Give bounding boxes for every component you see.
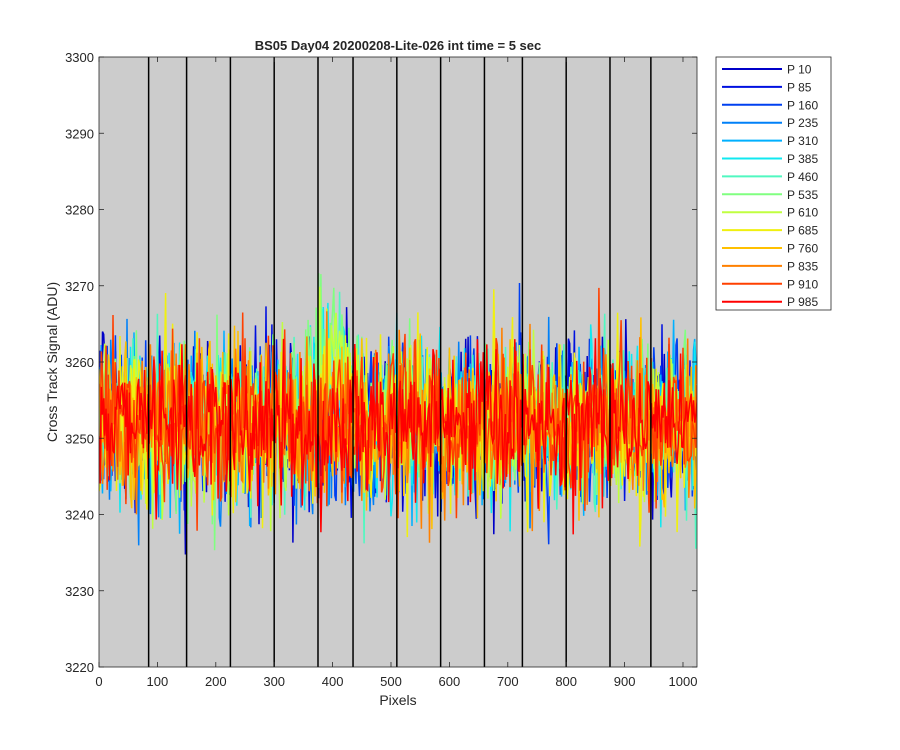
legend-label: P 385	[787, 152, 818, 166]
legend-label: P 10	[787, 63, 812, 77]
legend-label: P 460	[787, 170, 818, 184]
legend-label: P 535	[787, 188, 818, 202]
x-tick-label: 300	[263, 674, 285, 689]
y-tick-label: 3230	[65, 584, 94, 599]
legend: P 10 P 85 P 160 P 235 P 310 P 385 P 460 P 535 P …	[715, 56, 832, 311]
legend-label: P 160	[787, 98, 818, 112]
legend-label: P 310	[787, 134, 818, 148]
chart-title: BS05 Day04 20200208-Lite-026 int time = …	[255, 38, 542, 53]
legend-label: P 610	[787, 206, 818, 220]
x-tick-label: 700	[497, 674, 519, 689]
y-tick-label: 3270	[65, 279, 94, 294]
legend-label: P 685	[787, 224, 818, 238]
y-tick-label: 3250	[65, 431, 94, 446]
x-tick-label: 0	[95, 674, 102, 689]
y-tick-label: 3220	[65, 660, 94, 675]
y-tick-label: 3300	[65, 50, 94, 65]
x-tick-label: 800	[555, 674, 577, 689]
series-line-p-910	[99, 287, 697, 531]
y-axis-ticks: 3220 3230 3240 3250 3260 3270 3280 3290 3300	[65, 50, 697, 675]
legend-label: P 235	[787, 116, 818, 130]
legend-label: P 835	[787, 259, 818, 273]
series-line-p-985	[99, 338, 697, 535]
series-group	[99, 273, 697, 555]
y-tick-label: 3240	[65, 508, 94, 523]
y-tick-label: 3290	[65, 126, 94, 141]
x-tick-label: 600	[439, 674, 461, 689]
y-tick-label: 3280	[65, 203, 94, 218]
legend-label: P 760	[787, 242, 818, 256]
legend-label: P 910	[787, 277, 818, 291]
legend-box	[715, 56, 832, 311]
x-tick-label: 200	[205, 674, 227, 689]
x-tick-label: 900	[614, 674, 636, 689]
legend-label: P 985	[787, 295, 818, 309]
y-tick-label: 3260	[65, 355, 94, 370]
y-axis-label: Cross Track Signal (ADU)	[44, 282, 60, 442]
x-axis-label: Pixels	[379, 692, 416, 708]
vertical-marker-group	[147, 57, 652, 667]
x-tick-label: 500	[380, 674, 402, 689]
x-tick-label: 1000	[669, 674, 698, 689]
x-tick-label: 400	[322, 674, 344, 689]
legend-label: P 85	[787, 80, 812, 94]
x-tick-label: 100	[147, 674, 169, 689]
x-axis-ticks: 0 100 200 300 400 500 600 700 800 900 1000	[95, 57, 697, 689]
